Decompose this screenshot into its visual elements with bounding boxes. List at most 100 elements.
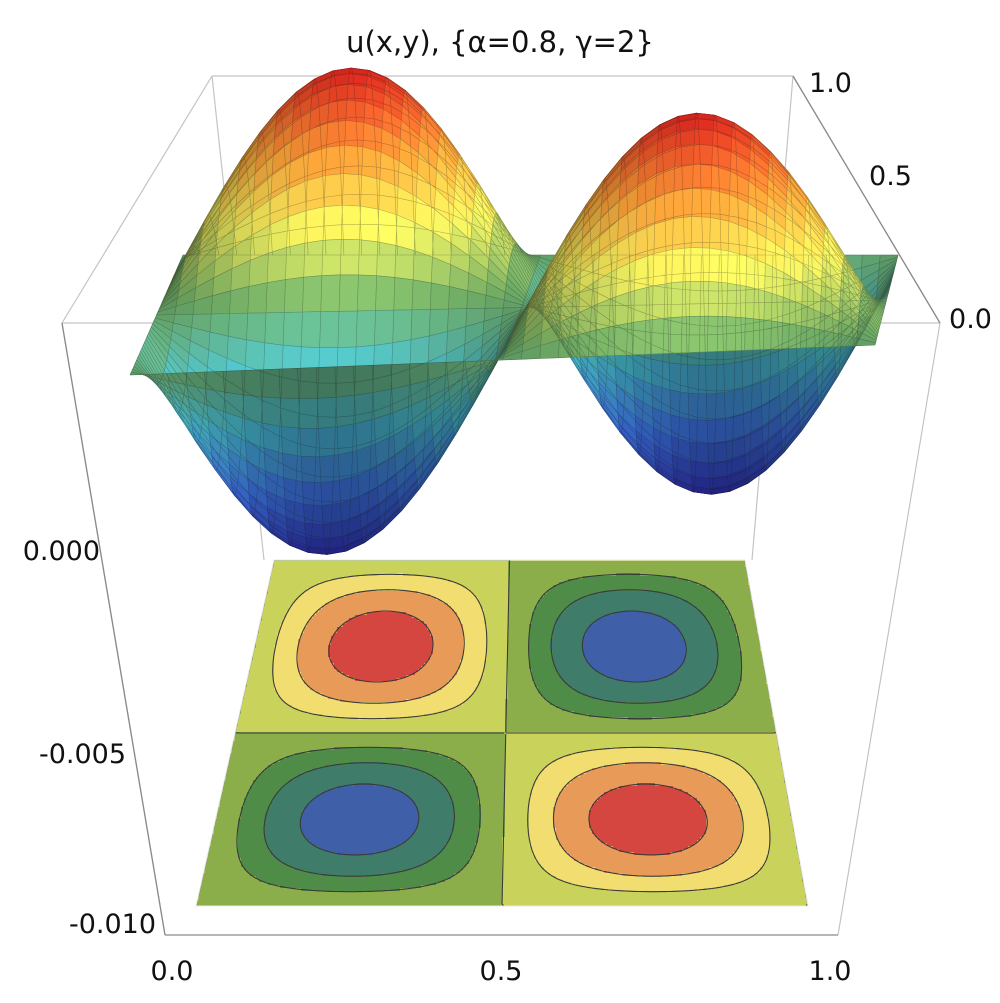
contour-cell bbox=[568, 573, 572, 577]
contour-cell bbox=[598, 582, 602, 586]
contour-cell bbox=[397, 585, 401, 589]
contour-cell bbox=[637, 576, 641, 580]
contour-cell bbox=[334, 567, 338, 571]
contour-cell bbox=[220, 615, 224, 619]
contour-cell bbox=[772, 573, 776, 577]
contour-cell bbox=[331, 567, 335, 571]
contour-cell bbox=[598, 594, 602, 598]
contour-cell bbox=[535, 579, 539, 583]
contour-cell bbox=[367, 579, 371, 583]
contour-cell bbox=[619, 582, 623, 586]
contour-cell bbox=[772, 627, 776, 631]
contour-cell bbox=[577, 561, 581, 565]
contour-cell bbox=[691, 561, 695, 565]
contour-cell bbox=[496, 567, 500, 571]
contour-cell bbox=[304, 564, 308, 568]
contour-cell bbox=[808, 570, 812, 574]
contour-cell bbox=[268, 564, 272, 568]
contour-cell bbox=[487, 591, 491, 595]
contour-cell bbox=[256, 618, 260, 622]
contour-cell bbox=[505, 585, 509, 589]
contour-cell bbox=[550, 582, 554, 586]
contour-cell bbox=[550, 576, 554, 580]
contour-cell bbox=[505, 564, 509, 568]
contour-cell bbox=[715, 564, 719, 568]
contour-cell bbox=[580, 582, 584, 586]
contour-cell bbox=[442, 582, 446, 586]
contour-cell bbox=[256, 609, 260, 613]
contour-cell bbox=[589, 560, 593, 562]
contour-cell bbox=[619, 576, 623, 580]
contour-cell bbox=[223, 612, 227, 616]
contour-cell bbox=[562, 588, 566, 592]
contour-cell bbox=[625, 576, 629, 580]
contour-cell bbox=[784, 600, 788, 604]
contour-cell bbox=[808, 558, 812, 562]
contour-cell bbox=[427, 579, 431, 583]
contour-cell bbox=[562, 560, 566, 562]
contour-cell bbox=[625, 570, 629, 574]
contour-cell bbox=[787, 609, 791, 613]
contour-cell bbox=[436, 582, 440, 586]
contour-cell bbox=[208, 615, 212, 619]
contour-cell bbox=[433, 570, 437, 574]
contour-cell bbox=[547, 597, 551, 601]
contour-cell bbox=[223, 603, 227, 607]
contour-cell bbox=[331, 582, 335, 586]
contour-cell bbox=[487, 594, 491, 598]
contour-cell bbox=[787, 615, 791, 619]
contour-cell bbox=[301, 579, 305, 583]
contour-cell bbox=[592, 585, 596, 589]
contour-cell bbox=[787, 621, 791, 625]
contour-cell bbox=[283, 594, 287, 598]
contour-cell bbox=[196, 603, 197, 607]
contour-cell bbox=[502, 585, 506, 589]
contour-cell bbox=[460, 594, 464, 598]
contour-cell bbox=[253, 585, 257, 589]
contour-cell bbox=[229, 612, 233, 616]
contour-cell bbox=[802, 591, 806, 595]
contour-cell bbox=[592, 576, 596, 580]
contour-cell bbox=[505, 560, 509, 562]
contour-cell bbox=[778, 618, 782, 622]
contour-cell bbox=[766, 560, 770, 562]
contour-cell bbox=[562, 594, 566, 598]
contour-cell bbox=[442, 561, 446, 565]
contour-cell bbox=[451, 594, 455, 598]
contour-cell bbox=[229, 624, 233, 628]
contour-cell bbox=[571, 561, 575, 565]
contour-cell bbox=[808, 588, 812, 592]
contour-cell bbox=[292, 561, 296, 565]
contour-cell bbox=[283, 567, 287, 571]
contour-cell bbox=[235, 618, 239, 622]
contour-cell bbox=[640, 576, 644, 580]
contour-cell bbox=[598, 564, 602, 568]
contour-cell bbox=[247, 615, 251, 619]
contour-cell bbox=[721, 560, 725, 562]
contour-cell bbox=[271, 591, 275, 595]
contour-cell bbox=[664, 576, 668, 580]
contour-cell bbox=[661, 576, 665, 580]
contour-cell bbox=[490, 576, 494, 580]
contour-cell bbox=[385, 585, 389, 589]
contour-cell bbox=[685, 564, 689, 568]
contour-cell bbox=[676, 564, 680, 568]
contour-cell bbox=[310, 594, 314, 598]
contour-cell bbox=[619, 594, 623, 598]
contour-cell bbox=[253, 627, 257, 631]
contour-cell bbox=[772, 579, 776, 583]
contour-cell bbox=[706, 567, 710, 571]
contour-cell bbox=[772, 594, 776, 598]
contour-cell bbox=[565, 582, 569, 586]
contour-cell bbox=[439, 594, 443, 598]
contour-cell bbox=[673, 567, 677, 571]
contour-cell bbox=[691, 594, 695, 598]
contour-cell bbox=[223, 591, 227, 595]
contour-cell bbox=[484, 561, 488, 565]
contour-cell bbox=[478, 594, 482, 598]
contour-cell bbox=[361, 576, 365, 580]
contour-cell bbox=[730, 573, 734, 577]
contour-cell bbox=[583, 585, 587, 589]
contour-cell bbox=[262, 585, 266, 589]
contour-cell bbox=[613, 591, 617, 595]
